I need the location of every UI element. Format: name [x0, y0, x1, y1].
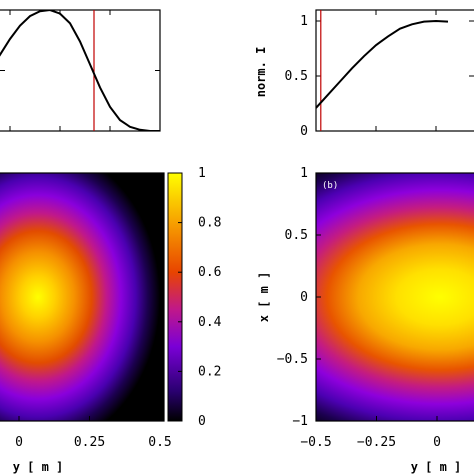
colorbar-tick-label: 0.2 [198, 364, 221, 379]
bottom-left-intensity-blob [0, 173, 160, 421]
bottom-right-y-tick-label: 1 [300, 166, 308, 181]
bottom-right-x-axis-label: y [ m ] [411, 460, 462, 474]
colorbar-ticks [178, 172, 182, 422]
top-right-frame [315, 9, 474, 132]
colorbar-tick-label: 0.6 [198, 265, 221, 280]
bottom-right-x-tick-label: −0.25 [357, 435, 396, 450]
bottom-right-y-tick-label: −1 [292, 414, 308, 429]
colorbar-tick-label: 0 [198, 414, 206, 429]
bottom-right-x-tick-label: −0.5 [300, 435, 331, 450]
bottom-left-x-tick-label: 0.5 [148, 435, 171, 450]
bottom-right-y-axis-label: x [ m ] [257, 272, 271, 323]
bottom-left-ticks [18, 416, 161, 421]
bottom-right-intensity-blob [316, 173, 474, 421]
bottom-right-x-tick-label: 0 [433, 435, 441, 450]
colorbar-tick-label: 1 [198, 166, 206, 181]
colorbar: 0 0.2 0.4 0.6 0.8 1 [167, 166, 222, 429]
top-right-y-tick-labels: 00.51 [285, 14, 308, 139]
bottom-left-x-tick-label: 0 [15, 435, 23, 450]
top-left-frame [0, 9, 161, 132]
bottom-right-panel-label: (b) [322, 181, 338, 191]
bottom-left-heatmap: 0 0.25 0.5 y [ m ] [0, 172, 172, 474]
colorbar-tick-label: 0.4 [198, 315, 222, 330]
top-right-profile: 00.51 norm. I [254, 9, 474, 139]
top-right-y-axis-label: norm. I [254, 47, 268, 98]
bottom-left-x-tick-label: 0.25 [74, 435, 105, 450]
bottom-left-x-tick-labels: 0 0.25 0.5 [15, 435, 172, 450]
colorbar-gradient [167, 172, 183, 422]
colorbar-tick-labels: 0 0.2 0.4 0.6 0.8 1 [198, 166, 222, 429]
bottom-right-y-tick-label: −0.5 [277, 352, 308, 367]
bottom-right-y-tick-label: 0.5 [285, 228, 308, 243]
top-right-ticks [316, 10, 474, 132]
top-right-y-tick-label: 0 [300, 124, 308, 139]
bottom-right-x-tick-labels: −0.5 −0.25 0 [300, 435, 441, 450]
top-left-profile [0, 9, 161, 132]
top-right-profile-curve [316, 19, 449, 109]
bottom-right-ticks [315, 172, 438, 422]
bottom-right-heatmap: (b) 1 0.5 0 −0.5 −1 −0.5 −0.25 0 x [ m ] y [ m… [257, 166, 474, 474]
bottom-left-x-axis-label: y [ m ] [13, 460, 64, 474]
colorbar-tick-label: 0.8 [198, 216, 221, 231]
top-left-ticks [0, 9, 160, 132]
bottom-right-y-tick-labels: 1 0.5 0 −0.5 −1 [277, 166, 308, 429]
bottom-right-y-tick-label: 0 [300, 290, 308, 305]
bottom-left-frame [0, 172, 165, 422]
top-right-y-tick-label: 1 [300, 14, 308, 29]
top-right-y-tick-label: 0.5 [285, 69, 308, 84]
top-left-profile-curve [0, 10, 160, 131]
